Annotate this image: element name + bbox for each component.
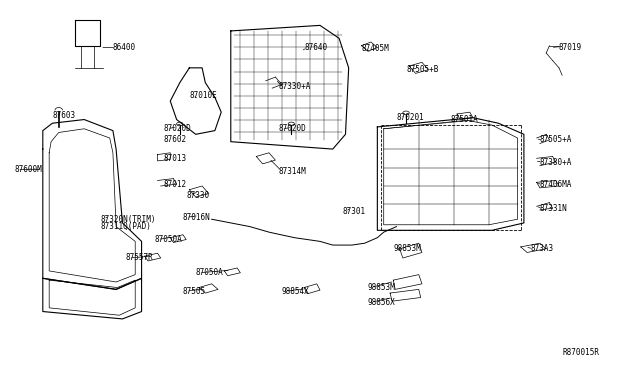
- Text: 87314M: 87314M: [278, 167, 307, 176]
- Text: 87405M: 87405M: [362, 44, 389, 53]
- Text: 87013: 87013: [164, 154, 187, 163]
- Text: 87010E: 87010E: [189, 91, 217, 100]
- Text: 87050A: 87050A: [196, 268, 223, 277]
- Text: 87406MA: 87406MA: [540, 180, 572, 189]
- Text: 87557R: 87557R: [125, 253, 154, 263]
- Text: 87501A: 87501A: [451, 115, 478, 124]
- Text: 87505: 87505: [183, 287, 206, 296]
- Text: 873A3: 873A3: [531, 244, 554, 253]
- Text: 87505+B: 87505+B: [406, 65, 438, 74]
- Text: 87331N: 87331N: [540, 203, 568, 213]
- Text: 98853M: 98853M: [368, 283, 396, 292]
- Text: 87020D: 87020D: [164, 124, 191, 133]
- Text: 87019: 87019: [559, 43, 582, 52]
- Text: 87320N(TRIM): 87320N(TRIM): [100, 215, 156, 224]
- Text: 87602: 87602: [164, 135, 187, 144]
- Text: 87311Q(PAD): 87311Q(PAD): [100, 222, 151, 231]
- Text: 87603: 87603: [52, 111, 76, 121]
- Text: 87505+A: 87505+A: [540, 135, 572, 144]
- Text: 87012: 87012: [164, 180, 187, 189]
- Text: 87330+A: 87330+A: [278, 82, 311, 91]
- Text: 87330: 87330: [186, 191, 209, 200]
- Text: 87380+A: 87380+A: [540, 157, 572, 167]
- Text: 87016N: 87016N: [183, 213, 211, 222]
- Text: 86400: 86400: [113, 43, 136, 52]
- Text: 87050A: 87050A: [154, 235, 182, 244]
- Text: 870201: 870201: [396, 113, 424, 122]
- Text: 87640: 87640: [304, 43, 327, 52]
- Text: 87301: 87301: [342, 207, 365, 217]
- Text: 87020D: 87020D: [278, 124, 307, 133]
- Text: 98854X: 98854X: [282, 287, 310, 296]
- Text: R870015R: R870015R: [562, 348, 599, 357]
- Text: 87600M: 87600M: [14, 165, 42, 174]
- Text: 98856X: 98856X: [368, 298, 396, 307]
- Text: 98853M: 98853M: [394, 244, 421, 253]
